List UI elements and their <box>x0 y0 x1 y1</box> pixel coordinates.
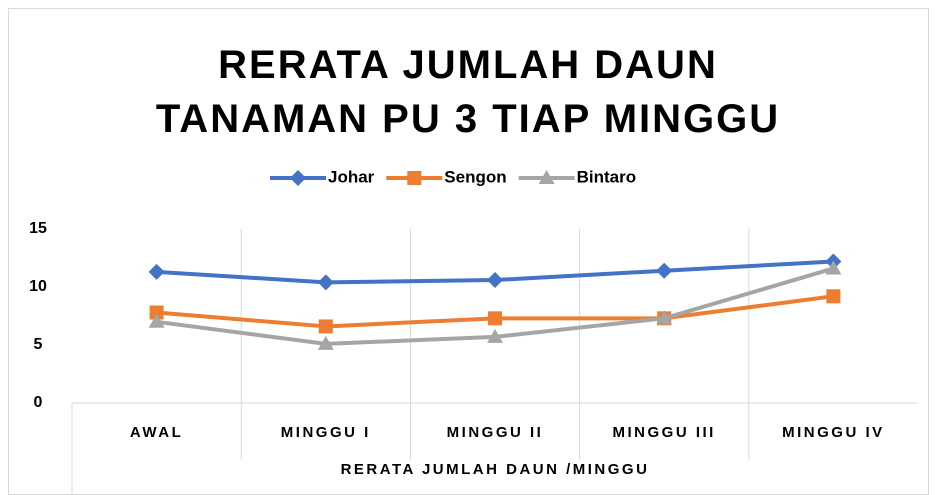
marker <box>487 272 503 289</box>
x-axis-title: RERATA JUMLAH DAUN /MINGGU <box>341 461 650 478</box>
x-tick-label: MINGGU II <box>447 424 544 441</box>
marker <box>826 289 841 304</box>
marker <box>148 263 165 280</box>
marker <box>290 170 306 186</box>
marker <box>318 319 333 334</box>
marker <box>825 260 842 275</box>
marker <box>407 171 422 185</box>
x-tick-label: AWAL <box>130 424 183 441</box>
legend-label: Bintaro <box>577 167 637 186</box>
marker <box>317 274 334 291</box>
marker <box>538 170 555 184</box>
x-tick-label: MINGGU III <box>613 424 716 441</box>
x-tick-label: MINGGU IV <box>782 424 885 441</box>
marker <box>317 335 334 350</box>
y-tick-label: 10 <box>29 278 47 295</box>
marker <box>488 311 502 326</box>
marker <box>656 310 673 325</box>
marker <box>148 313 165 328</box>
marker <box>487 328 503 343</box>
chart-title: RERATA JUMLAH DAUN TANAMAN PU 3 TIAP MIN… <box>155 43 781 141</box>
marker <box>656 262 673 279</box>
legend-label: Johar <box>328 167 375 186</box>
y-tick-label: 0 <box>34 394 43 411</box>
y-tick-label: 15 <box>29 220 47 237</box>
marker <box>149 305 164 320</box>
x-tick-label: MINGGU I <box>281 424 371 441</box>
legend-label: Sengon <box>444 167 506 186</box>
y-tick-label: 5 <box>34 336 43 353</box>
